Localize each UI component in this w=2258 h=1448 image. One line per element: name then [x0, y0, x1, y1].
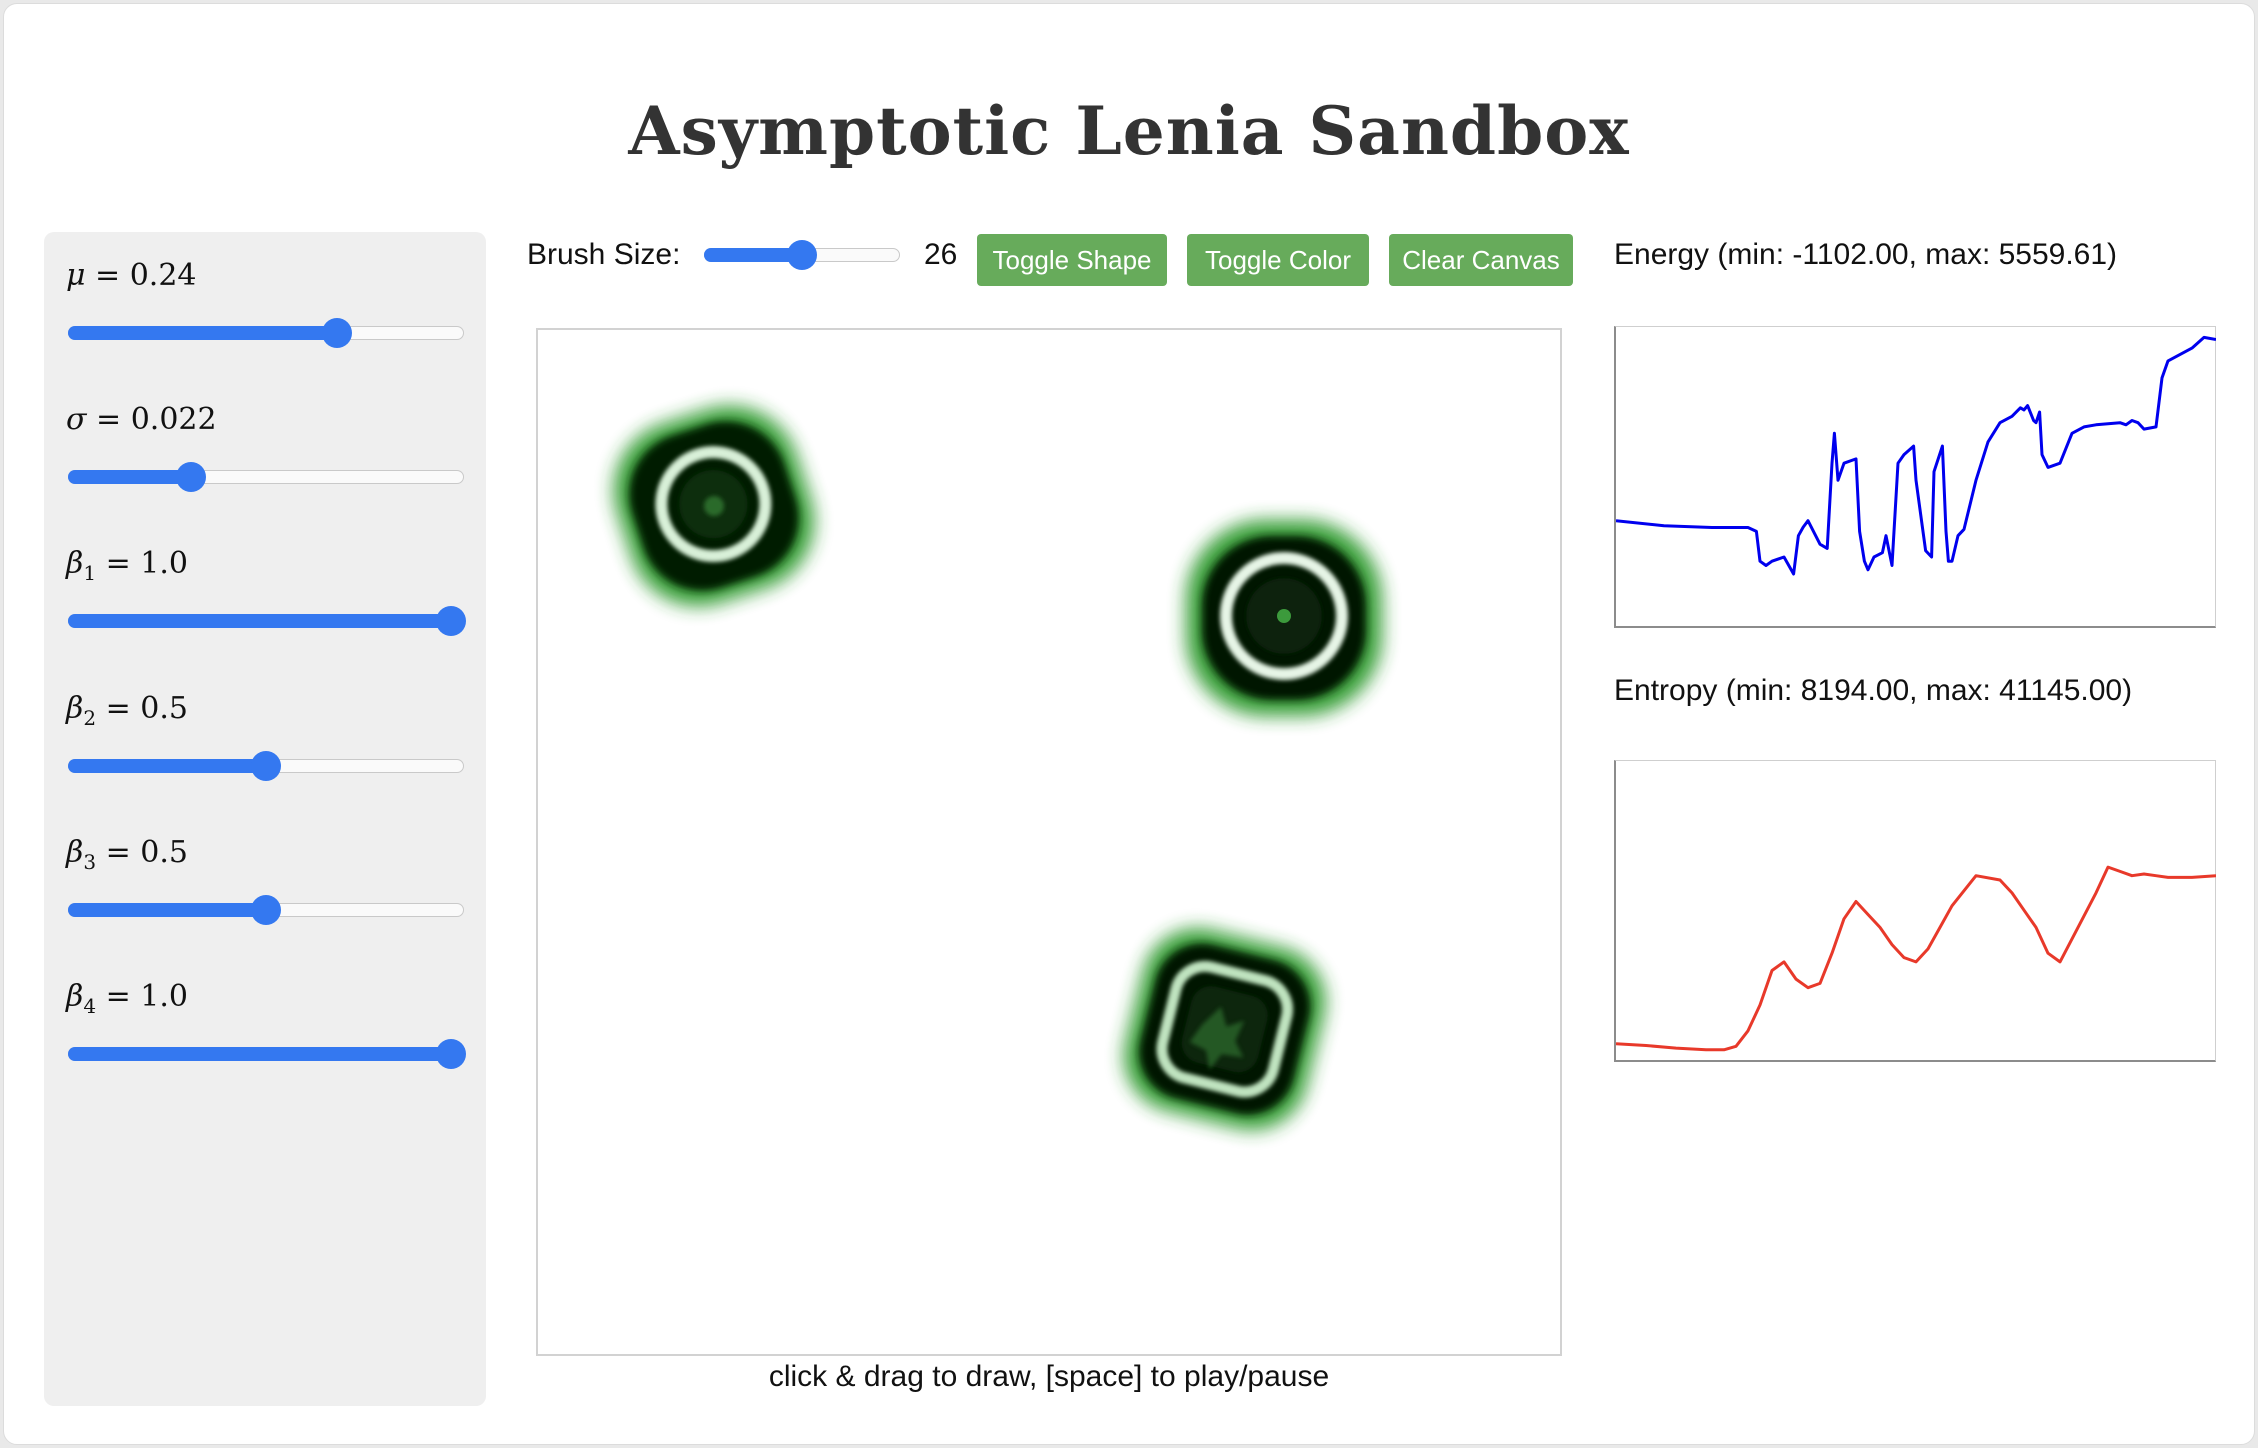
clear-canvas-button[interactable]: Clear Canvas	[1389, 234, 1573, 286]
param-beta3: β3 = 0.5	[66, 833, 466, 925]
param-label: μ = 0.24	[66, 258, 197, 293]
brush-size-slider[interactable]	[702, 240, 902, 270]
param-beta1: β1 = 1.0	[66, 544, 466, 636]
param-label: σ = 0.022	[66, 402, 217, 437]
beta4-slider[interactable]	[66, 1039, 466, 1069]
toggle-shape-button[interactable]: Toggle Shape	[977, 234, 1167, 286]
param-value: 0.5	[140, 691, 189, 726]
toggle-color-button[interactable]: Toggle Color	[1187, 234, 1369, 286]
param-beta4: β4 = 1.0	[66, 977, 466, 1069]
energy-plot	[1616, 335, 2216, 576]
app-window: Asymptotic Lenia Sandbox μ = 0.24 σ = 0.…	[3, 3, 2255, 1445]
canvas-instructions: click & drag to draw, [space] to play/pa…	[768, 1360, 1330, 1393]
param-label: β4 = 1.0	[66, 979, 189, 1018]
energy-chart	[1614, 326, 2216, 628]
beta2-slider[interactable]	[66, 751, 466, 781]
param-value: 0.24	[129, 258, 197, 293]
sigma-slider[interactable]	[66, 462, 466, 492]
param-sigma: σ = 0.022	[66, 400, 466, 492]
lenia-field	[613, 405, 1382, 1131]
series-line	[1616, 335, 2216, 576]
param-mu: μ = 0.24	[66, 256, 466, 348]
param-beta2: β2 = 0.5	[66, 689, 466, 781]
series-line	[1616, 865, 2216, 1052]
slider-thumb[interactable]	[436, 606, 466, 636]
entropy-chart	[1614, 760, 2216, 1062]
page-title: Asymptotic Lenia Sandbox	[628, 92, 1630, 170]
param-value: 1.0	[140, 546, 189, 581]
param-label: β3 = 0.5	[66, 835, 189, 874]
entropy-chart-title: Entropy (min: 8194.00, max: 41145.00)	[1614, 674, 2133, 707]
param-label: β1 = 1.0	[66, 546, 189, 585]
slider-thumb[interactable]	[787, 240, 817, 270]
simulation-canvas[interactable]	[536, 328, 1562, 1356]
energy-chart-title: Energy (min: -1102.00, max: 5559.61)	[1614, 238, 2118, 271]
parameter-panel: μ = 0.24 σ = 0.022 β1 = 1.0	[44, 232, 486, 1406]
beta1-slider[interactable]	[66, 606, 466, 636]
slider-thumb[interactable]	[322, 318, 353, 348]
slider-thumb[interactable]	[251, 751, 281, 781]
lenia-creature	[613, 405, 815, 607]
param-value: 0.5	[140, 835, 189, 870]
slider-thumb[interactable]	[251, 895, 281, 925]
beta3-slider[interactable]	[66, 895, 466, 925]
slider-thumb[interactable]	[436, 1039, 466, 1069]
brush-size-label: Brush Size:	[527, 238, 681, 271]
slider-thumb[interactable]	[175, 462, 206, 492]
brush-size-value: 26	[924, 238, 958, 271]
lenia-creature	[1123, 928, 1326, 1131]
param-label: β2 = 0.5	[66, 691, 189, 730]
param-value: 1.0	[140, 979, 189, 1014]
entropy-plot	[1616, 865, 2216, 1052]
lenia-creature	[1186, 520, 1382, 716]
param-value: 0.022	[130, 402, 217, 437]
mu-slider[interactable]	[66, 318, 466, 348]
